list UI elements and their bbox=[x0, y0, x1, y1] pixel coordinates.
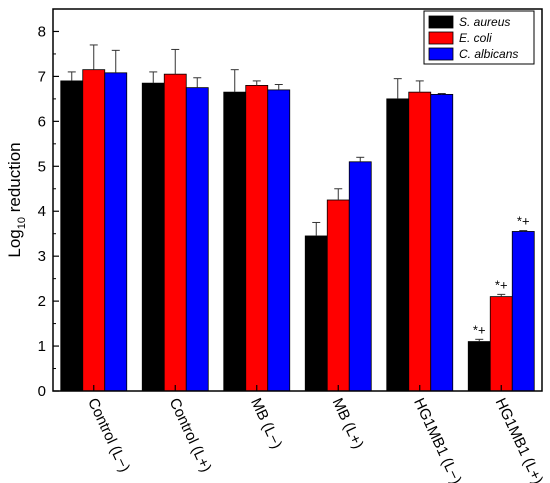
x-tick-label-3: MB (L+) bbox=[329, 396, 367, 452]
bar-0-1 bbox=[141, 82, 165, 392]
bar-2-1 bbox=[185, 87, 209, 392]
significance-label-1-5: *+ bbox=[495, 277, 508, 292]
x-tick-label-2: MB (L−) bbox=[247, 396, 285, 452]
bar-2-5 bbox=[511, 231, 535, 392]
annotations-layer: *+ *+ *+ bbox=[473, 214, 530, 338]
y-tick-label-2: 2 bbox=[38, 293, 46, 310]
y-tick-label-1: 1 bbox=[38, 338, 46, 355]
bar-0-2 bbox=[223, 91, 247, 392]
significance-label-2-5: *+ bbox=[517, 214, 530, 229]
x-tick-label-5: HG1MB1 (L+) bbox=[492, 396, 547, 483]
y-axis: 0 1 2 3 4 5 6 7 8 bbox=[38, 23, 59, 400]
legend-label-1: E. coli bbox=[459, 31, 492, 45]
bar-0-5 bbox=[467, 341, 491, 392]
x-tick-label-1: Control (L+) bbox=[166, 396, 215, 475]
x-axis: Control (L−) Control (L+) MB (L−) MB (L+) HG… bbox=[84, 385, 546, 483]
x-tick-label-4: HG1MB1 (L−) bbox=[410, 396, 465, 483]
x-tick-label-0: Control (L−) bbox=[84, 396, 133, 475]
legend: S. aureus E. coli C. albicans bbox=[423, 10, 535, 65]
y-tick-label-5: 5 bbox=[38, 158, 46, 175]
bar-1-4 bbox=[408, 91, 432, 392]
bar-2-2 bbox=[267, 89, 291, 392]
significance-label-0-5: *+ bbox=[473, 322, 486, 337]
error-bars-layer bbox=[67, 44, 528, 342]
bar-0-0 bbox=[60, 80, 84, 392]
bar-1-0 bbox=[82, 69, 106, 392]
bar-2-4 bbox=[430, 93, 454, 392]
y-tick-label-6: 6 bbox=[38, 113, 46, 130]
y-axis-label: Log10 reduction bbox=[5, 142, 28, 257]
y-tick-label-3: 3 bbox=[38, 248, 46, 265]
bar-2-0 bbox=[104, 72, 128, 392]
bar-0-3 bbox=[304, 235, 328, 392]
y-tick-label-7: 7 bbox=[38, 68, 46, 85]
y-tick-label-0: 0 bbox=[38, 383, 46, 400]
bar-0-4 bbox=[386, 98, 410, 392]
y-tick-label-8: 8 bbox=[38, 23, 46, 40]
bar-1-1 bbox=[163, 73, 187, 392]
bar-1-2 bbox=[245, 85, 269, 392]
y-axis-label-subscript: 10 bbox=[16, 217, 28, 229]
plot-frame bbox=[52, 8, 543, 392]
bar-1-5 bbox=[489, 296, 513, 392]
y-axis-label-suffix: reduction bbox=[5, 142, 24, 217]
bar-1-3 bbox=[326, 199, 350, 392]
bar-2-3 bbox=[348, 161, 372, 392]
legend-label-2: C. albicans bbox=[459, 47, 518, 61]
legend-swatch-1 bbox=[428, 31, 454, 45]
y-tick-label-4: 4 bbox=[38, 203, 46, 220]
bars-layer bbox=[60, 69, 535, 392]
legend-swatch-2 bbox=[428, 47, 454, 61]
legend-label-0: S. aureus bbox=[459, 15, 510, 29]
y-axis-label-main: Log bbox=[5, 229, 24, 257]
legend-swatch-0 bbox=[428, 15, 454, 29]
